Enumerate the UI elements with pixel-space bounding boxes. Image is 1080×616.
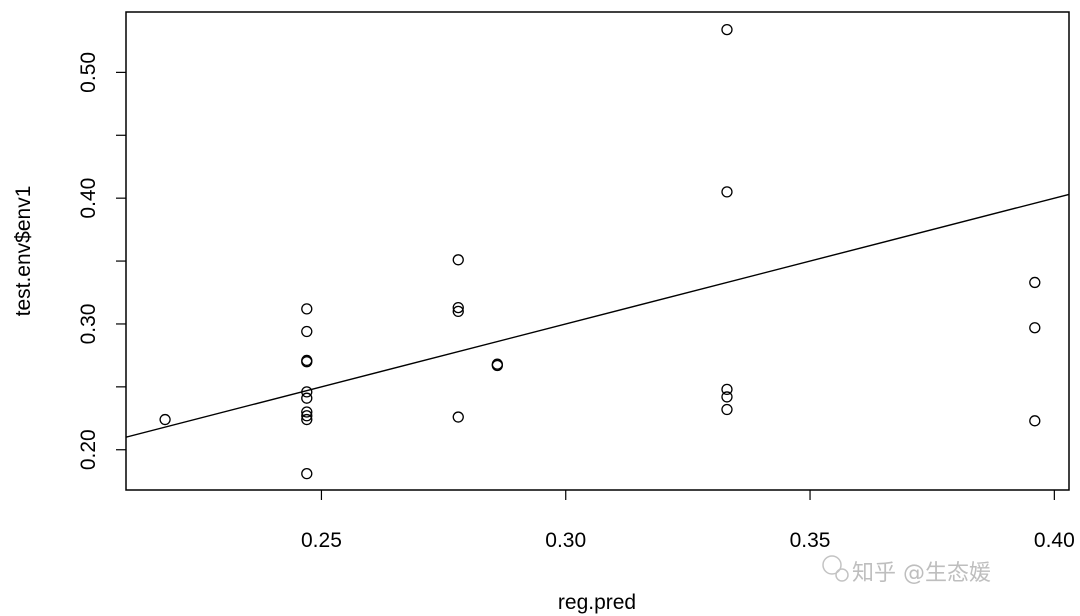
data-point <box>1029 276 1041 289</box>
watermark: 知乎 @生态媛 <box>822 555 991 586</box>
data-points <box>159 23 1041 480</box>
data-point <box>301 392 313 404</box>
y-tick-label: 0.30 <box>77 304 100 345</box>
data-point <box>452 254 464 266</box>
x-tick-label: 0.25 <box>301 529 342 552</box>
y-tick-label: 0.50 <box>77 52 100 93</box>
data-point <box>452 305 464 318</box>
data-point <box>159 413 171 426</box>
wechat-bubble-icon <box>822 555 842 575</box>
data-point <box>452 301 464 314</box>
wechat-bubble-icon-small <box>835 568 849 582</box>
data-point <box>1029 322 1041 334</box>
data-point <box>721 391 733 403</box>
x-tick-label: 0.35 <box>790 529 831 552</box>
data-point <box>452 411 464 423</box>
y-tick-label: 0.40 <box>77 178 100 219</box>
data-point <box>301 356 313 368</box>
y-axis-title: test.env$env1 <box>12 186 35 317</box>
data-point <box>721 186 733 198</box>
data-point <box>301 406 313 418</box>
data-point <box>1029 415 1041 427</box>
data-point <box>721 383 733 396</box>
data-point <box>301 303 313 315</box>
data-point <box>301 413 313 426</box>
data-point <box>721 403 733 416</box>
y-tick-label: 0.20 <box>77 429 100 470</box>
data-point <box>301 410 313 422</box>
y-axis: 0.20 0.30 0.40 0.50 <box>77 52 126 470</box>
data-point <box>301 325 313 338</box>
plot-frame <box>125 11 1070 491</box>
x-tick-label: 0.40 <box>1034 529 1075 552</box>
regression-line <box>125 193 1070 438</box>
x-axis-title: reg.pred <box>558 591 636 614</box>
data-point <box>721 23 733 36</box>
data-point <box>301 467 313 480</box>
x-axis: 0.25 0.30 0.35 0.40 <box>301 490 1075 552</box>
data-point <box>491 358 503 370</box>
x-tick-label: 0.30 <box>545 529 586 552</box>
watermark-text: 知乎 @生态媛 <box>852 561 991 586</box>
